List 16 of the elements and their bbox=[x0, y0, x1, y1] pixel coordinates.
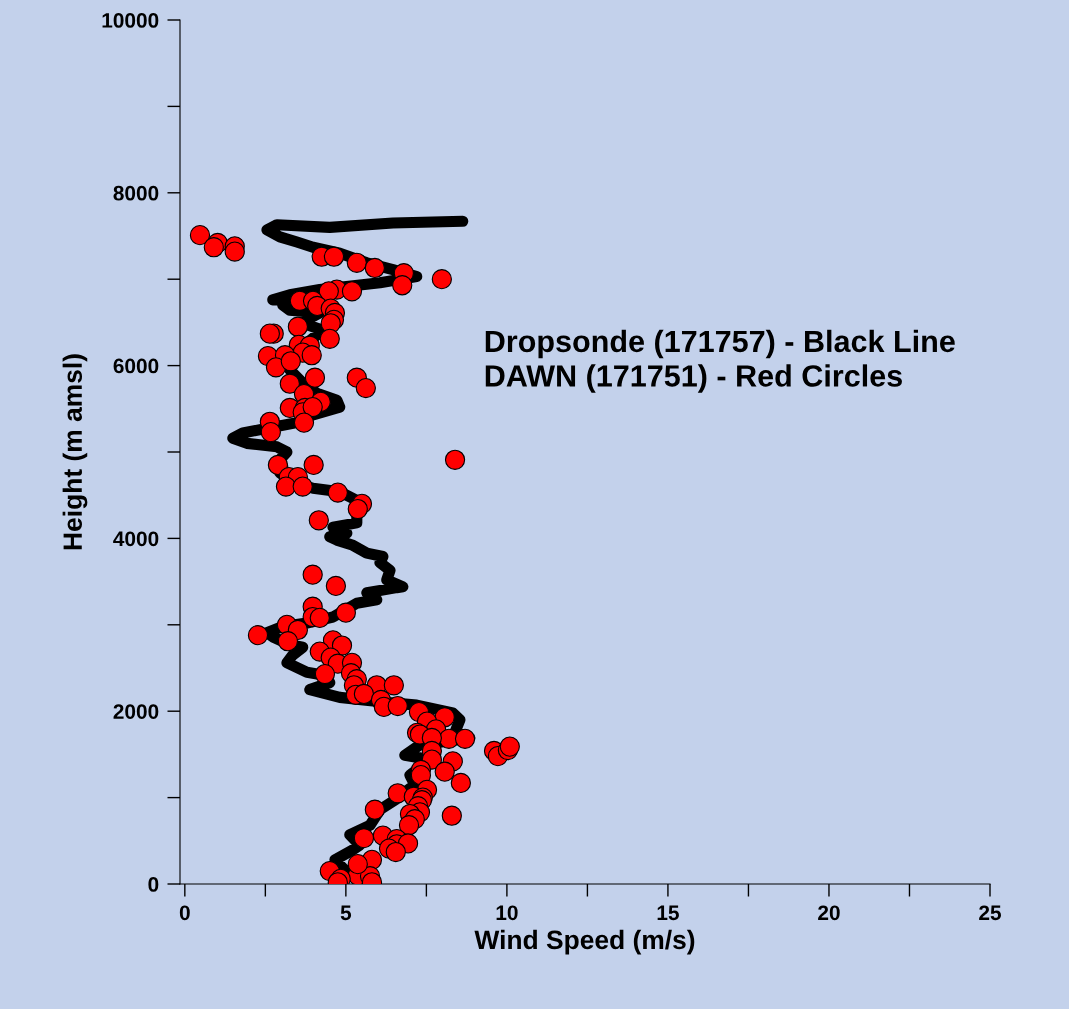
x-tick-label: 0 bbox=[179, 905, 190, 921]
annotation: DAWN (171751) - Red Circles bbox=[485, 364, 902, 393]
y-tick-label: 2000 bbox=[113, 704, 159, 719]
x-tick-label: 25 bbox=[979, 905, 1002, 921]
y-tick-label: 10000 bbox=[102, 13, 159, 28]
y-tick-label: 8000 bbox=[113, 185, 159, 201]
y-tick-label: 0 bbox=[148, 877, 159, 892]
x-tick-label: 15 bbox=[657, 905, 679, 921]
annotation: Dropsonde (171757) - Black Line bbox=[485, 329, 955, 359]
x-axis-title: Wind Speed (m/s) bbox=[474, 929, 695, 955]
y-tick-label: 6000 bbox=[113, 358, 159, 374]
x-tick-label: 5 bbox=[340, 905, 352, 921]
x-tick-label: 10 bbox=[496, 905, 518, 921]
y-axis-title: Height (m amsl) bbox=[62, 354, 88, 550]
y-tick-label: 4000 bbox=[113, 531, 159, 547]
x-tick-label: 20 bbox=[818, 905, 840, 921]
